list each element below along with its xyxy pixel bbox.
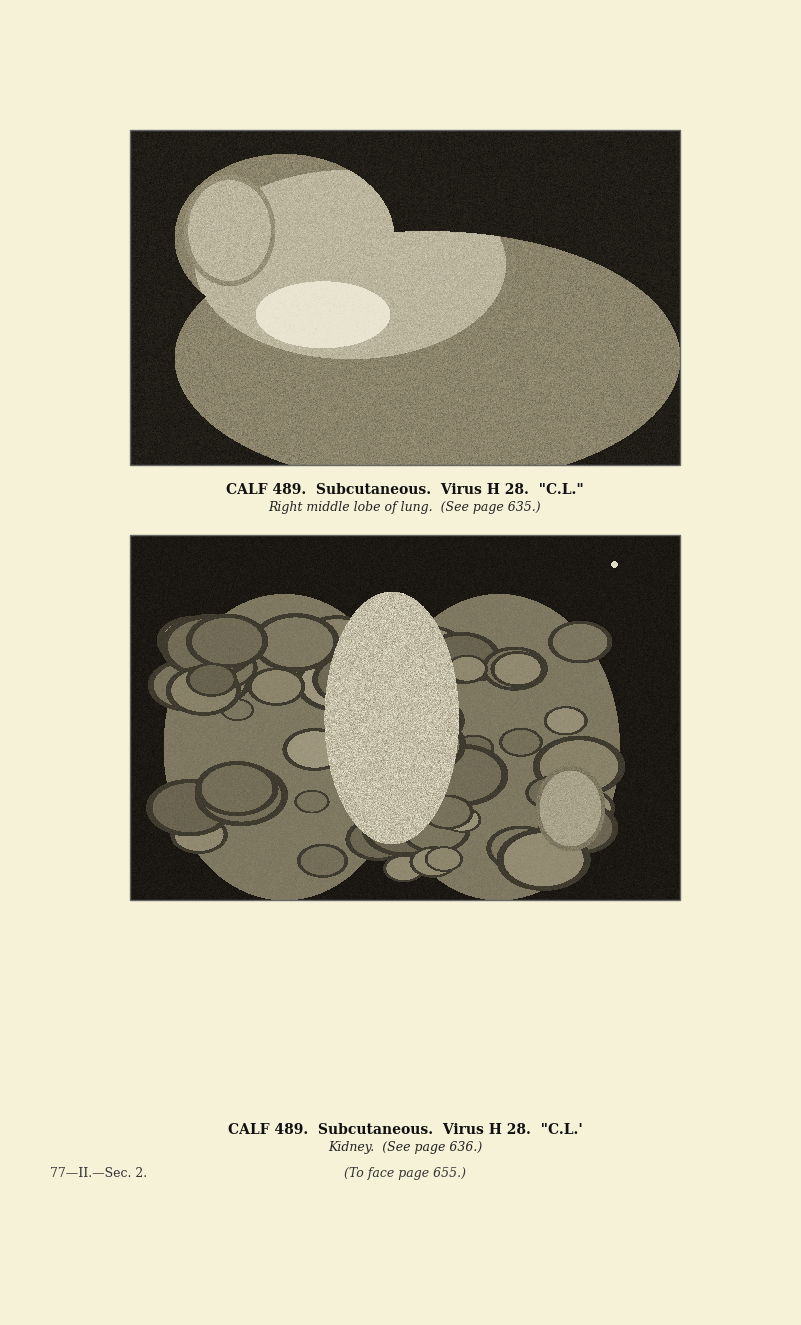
Text: (To face page 655.): (To face page 655.) bbox=[344, 1167, 466, 1181]
Text: Kidney.  (See page 636.): Kidney. (See page 636.) bbox=[328, 1141, 482, 1154]
Text: 77—II.—Sec. 2.: 77—II.—Sec. 2. bbox=[50, 1167, 147, 1181]
Text: CALF 489.  Subcutaneous.  Virus H 28.  "C.L.': CALF 489. Subcutaneous. Virus H 28. "C.L… bbox=[227, 1124, 582, 1137]
Text: Right middle lobe of lung.  (See page 635.): Right middle lobe of lung. (See page 635… bbox=[268, 501, 541, 514]
Bar bbox=[130, 130, 680, 465]
Bar bbox=[130, 535, 680, 900]
Text: CALF 489.  Subcutaneous.  Virus H 28.  "C.L.": CALF 489. Subcutaneous. Virus H 28. "C.L… bbox=[226, 484, 584, 497]
